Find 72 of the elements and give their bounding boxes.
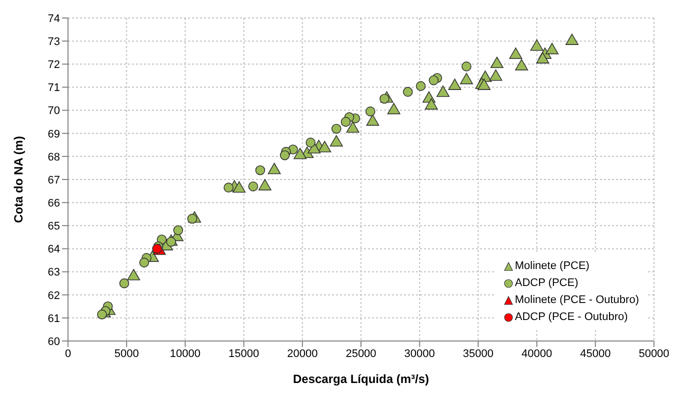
- y-tick-label: 60: [48, 336, 60, 348]
- point: [346, 121, 360, 133]
- point: [387, 102, 400, 114]
- point: [424, 98, 438, 110]
- x-tick-label: 45000: [580, 348, 611, 360]
- x-tick-label: 25000: [346, 348, 376, 360]
- y-tick-label: 62: [48, 290, 60, 302]
- point: [268, 162, 281, 174]
- point: [258, 179, 272, 190]
- y-tick-label: 71: [48, 82, 60, 94]
- point: [460, 72, 473, 84]
- point: [490, 56, 504, 68]
- point: [436, 86, 450, 97]
- x-tick-label: 0: [64, 348, 72, 360]
- point: [248, 182, 258, 192]
- point: [416, 81, 426, 91]
- point: [509, 47, 522, 59]
- point: [232, 181, 246, 193]
- point: [565, 34, 578, 45]
- y-tick-label: 69: [48, 128, 60, 140]
- y-tick-label: 65: [48, 220, 60, 233]
- point: [428, 75, 439, 86]
- x-tick-label: 40000: [522, 348, 552, 360]
- point: [318, 140, 332, 152]
- y-tick-label: 68: [48, 151, 60, 164]
- point: [119, 278, 130, 288]
- y-tick-label: 70: [48, 105, 60, 118]
- legend-label: ADCP (PCE): [514, 276, 578, 291]
- point: [478, 78, 491, 90]
- x-tick-label: 35000: [462, 348, 494, 360]
- x-tick-label: 50000: [638, 348, 670, 360]
- point: [331, 124, 342, 134]
- y-tick-label: 64: [48, 244, 60, 256]
- x-tick-label: 10000: [170, 348, 200, 360]
- x-tick-label: 15000: [228, 348, 260, 360]
- legend-label: Molinete (PCE - Outubro): [514, 293, 639, 308]
- point: [380, 94, 390, 104]
- x-axis-title: Descarga Líquida (m³/s): [292, 372, 430, 386]
- point: [139, 258, 150, 268]
- x-tick-label: 20000: [287, 348, 318, 360]
- point: [173, 225, 184, 236]
- point: [306, 138, 316, 148]
- point: [536, 52, 550, 64]
- point: [255, 165, 266, 176]
- y-tick-label: 74: [48, 12, 60, 25]
- point: [365, 106, 376, 116]
- x-tick-label: 30000: [404, 348, 435, 360]
- legend-label: ADCP (PCE - Outubro): [514, 310, 628, 325]
- point: [127, 268, 140, 280]
- y-tick-label: 67: [48, 174, 60, 186]
- point: [97, 310, 107, 320]
- point: [462, 62, 472, 72]
- y-tick-label: 72: [48, 59, 60, 72]
- point: [224, 182, 234, 192]
- point: [294, 148, 307, 160]
- y-tick-label: 66: [48, 197, 60, 210]
- point: [402, 86, 413, 97]
- legend-label: Molinete (PCE): [514, 259, 590, 274]
- point: [489, 69, 502, 81]
- y-tick-label: 61: [48, 312, 60, 325]
- point: [280, 150, 290, 160]
- y-tick-label: 73: [48, 36, 60, 48]
- x-tick-label: 5000: [114, 348, 139, 360]
- point: [448, 78, 462, 90]
- point: [340, 116, 351, 127]
- point: [530, 39, 544, 51]
- point: [366, 114, 380, 126]
- y-tick-label: 63: [48, 266, 60, 279]
- y-axis-title: Cota do NA (m): [11, 136, 26, 223]
- point: [546, 42, 559, 54]
- point: [515, 59, 528, 70]
- point: [330, 135, 343, 146]
